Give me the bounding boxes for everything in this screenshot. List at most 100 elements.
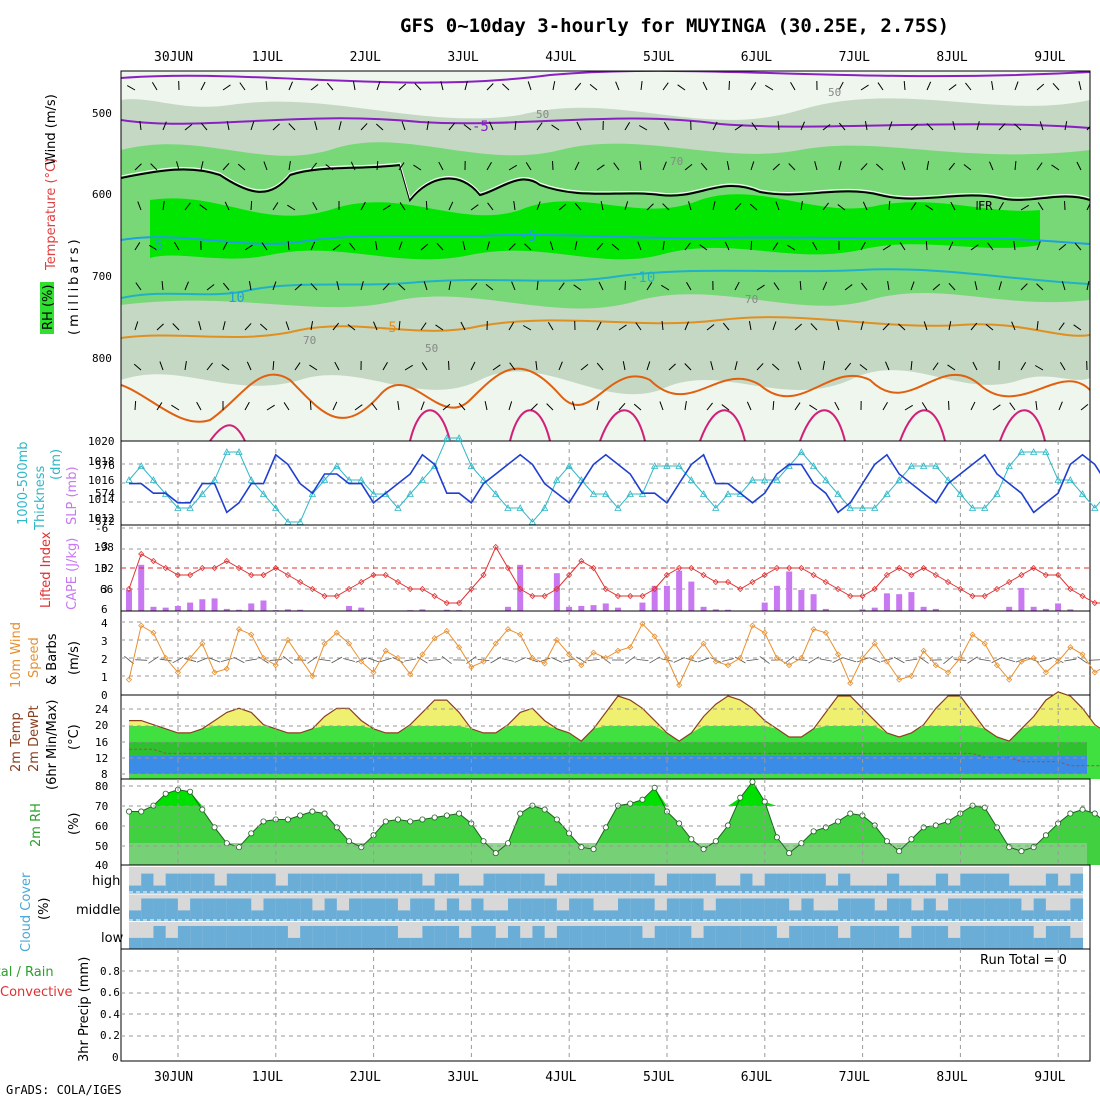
upper-wind-barb (126, 85, 136, 91)
contour-label-9: 50 (425, 342, 438, 355)
cloud-cover-cell (593, 873, 607, 894)
upper-wind-barb (710, 361, 714, 371)
cloud-cover-cell (850, 898, 863, 921)
upper-wind-barb (838, 122, 846, 131)
wind-speed-markers (125, 620, 1098, 689)
lifted-index-marker (1067, 585, 1074, 593)
upper-wind-barb (470, 204, 479, 211)
lifted-index-marker (321, 592, 328, 600)
cloud-cover-cell (1021, 925, 1035, 949)
date-label-bottom: 30JUN (154, 1070, 193, 1085)
upper-wind-barb (294, 283, 303, 291)
upper-wind-barb (524, 243, 532, 251)
cloud-cover-cell (312, 910, 326, 921)
cloud-cover-cell (862, 925, 876, 949)
temp-isotherm-15 (121, 316, 1090, 339)
rh-marker (1091, 810, 1098, 817)
thickness-marker (809, 462, 818, 469)
wind-barb (710, 657, 722, 663)
cape-bar (260, 600, 267, 611)
wind-barb (1064, 658, 1077, 662)
upper-wind-barb (574, 82, 582, 91)
upper-wind-barb (287, 204, 296, 211)
wind-speed-marker (932, 662, 939, 669)
lifted-index-marker (1006, 578, 1013, 586)
lifted-index-marker (712, 578, 719, 586)
upper-wind-barb (360, 123, 368, 131)
rh-marker (394, 816, 401, 823)
date-label-bottom: 2JUL (350, 1070, 381, 1085)
cloud-cover-cell (507, 873, 521, 894)
cloud-cover-cell (336, 873, 350, 894)
upper-wind-barb (862, 201, 868, 211)
wind-barb (220, 657, 233, 663)
upper-wind-barb (352, 81, 356, 91)
upper-wind-barb (222, 282, 230, 291)
wind-barb (881, 658, 893, 662)
upper-wind-barb (184, 281, 189, 291)
wind-tick-4: 4 (101, 617, 108, 630)
cloud-cover-cell (691, 898, 705, 921)
rh-marker (358, 844, 365, 851)
lifted-index-marker (786, 564, 793, 572)
upper-wind-barb (600, 201, 604, 211)
cloud-cover-cell (495, 873, 509, 894)
cloud-cover-cell (446, 925, 460, 949)
wind-speed-marker (138, 622, 145, 629)
cloud-cover-cell (776, 873, 790, 894)
upper-wind-barb (948, 162, 956, 171)
cape-bar (504, 606, 511, 611)
upper-wind-barb (618, 402, 626, 411)
lifted-index-marker (1018, 571, 1025, 579)
upper-wind-barb (684, 163, 693, 171)
cloud-cover-cell (251, 910, 264, 921)
upper-wind-barb (413, 164, 422, 171)
slp-ylabel-thickness: Thickness (33, 466, 48, 531)
lifted-index-marker (223, 557, 230, 565)
cloud-cover-cell (410, 898, 423, 921)
lifted-index-marker (419, 585, 426, 593)
upper-wind-barb (172, 323, 180, 331)
upper-wind-barb (668, 363, 676, 371)
cloud-cover-cell (874, 885, 888, 894)
li-tick-6: 6 (101, 603, 108, 616)
cape-bar (223, 608, 230, 611)
upper-wind-barb (514, 120, 517, 131)
cloud-cover-cell (911, 885, 925, 894)
cloud-cover-cell (862, 885, 876, 894)
rh-marker (908, 836, 915, 843)
cloud-cover-cell (911, 925, 925, 949)
cloud-cover-cell (740, 873, 753, 894)
cloud-cover-cell (605, 873, 619, 894)
cloud-cover-cell (226, 873, 240, 894)
upper-wind-barb (442, 403, 451, 411)
upper-wind-barb (522, 325, 532, 331)
upper-ylabel-pressure: (millibars) (67, 236, 82, 335)
thickness-marker (919, 462, 928, 469)
cloud-cover-cell (1070, 873, 1084, 894)
rh-marker (1067, 810, 1074, 817)
cloud-cover-cell (789, 873, 802, 894)
upper-wind-barb (137, 201, 142, 211)
cloud-panel: high middle low Cloud Cover (%) (19, 864, 1091, 952)
upper-wind-barb (1059, 362, 1066, 371)
cloud-cover-cell (691, 937, 705, 949)
cloud-cover-cell (422, 885, 436, 894)
wind-speed-marker (810, 626, 817, 633)
upper-wind-barb (1014, 123, 1022, 131)
date-label-bottom: 3JUL (447, 1070, 478, 1085)
cape-bar (712, 609, 719, 611)
wind-barb (172, 656, 184, 664)
wind-speed-marker (712, 658, 719, 665)
thickness-marker (137, 462, 145, 469)
upper-wind-barb (224, 201, 230, 211)
lifted-index-marker (920, 564, 927, 572)
cloud-cover-cell (385, 925, 399, 949)
rh-marker (138, 808, 145, 815)
upper-wind-barb (1013, 241, 1016, 251)
cloud-cover-cell (385, 898, 399, 921)
cape-bar (174, 605, 181, 611)
upper-wind-barb (970, 244, 979, 251)
upper-wind-barb (976, 121, 980, 131)
cape-bar (773, 585, 780, 611)
